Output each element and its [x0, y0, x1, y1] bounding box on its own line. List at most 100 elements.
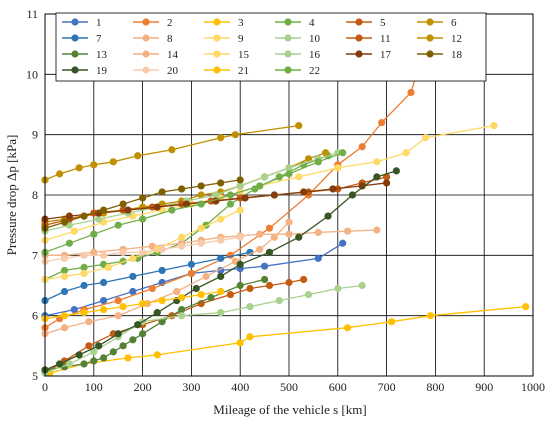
legend-item: 2	[133, 17, 173, 29]
series-3	[46, 303, 530, 377]
series-14-point	[285, 218, 293, 226]
series-20-point	[60, 254, 69, 262]
series-18-point	[60, 218, 69, 226]
series-13-point	[109, 348, 117, 356]
series-18-point	[119, 200, 127, 208]
series-5-point	[246, 284, 254, 293]
series-22-point	[285, 170, 293, 178]
legend-item: 8	[133, 33, 173, 45]
series-22-point	[197, 200, 205, 208]
series-9-line	[44, 124, 495, 241]
series-10-point	[285, 164, 293, 172]
series-21-point	[99, 306, 108, 314]
legend-label: 21	[238, 65, 249, 77]
series-13-point	[207, 293, 215, 302]
series-15-point	[197, 224, 205, 232]
series-21-line	[44, 290, 221, 320]
series-8-point	[90, 248, 98, 256]
y-tick-label: 11	[26, 7, 38, 21]
series-5-point	[85, 342, 93, 350]
series-8-line	[45, 229, 377, 256]
series-19-point	[114, 330, 122, 338]
series-9-point	[70, 227, 78, 235]
series-2-point	[378, 119, 386, 127]
series-10-point	[95, 215, 103, 223]
series-3-point	[246, 333, 254, 341]
series-7-point	[80, 281, 88, 290]
legend-swatch-marker	[213, 66, 221, 74]
legend-label: 20	[167, 65, 179, 77]
legend-swatch-marker	[284, 34, 292, 42]
series-20-point	[99, 251, 108, 259]
series-21-point	[197, 290, 205, 299]
x-axis-label: Mileage of the vehicle s [km]	[213, 402, 366, 417]
series-3-point	[124, 354, 132, 362]
series-18	[41, 176, 244, 232]
legend-label: 10	[309, 33, 321, 45]
legend-label: 3	[238, 17, 244, 29]
series-15-point	[217, 215, 225, 223]
series-6-line	[44, 152, 326, 223]
series-3-point	[236, 339, 244, 347]
legend-swatch-marker	[426, 34, 434, 42]
series-20-point	[158, 245, 166, 253]
series-16-point	[65, 360, 73, 368]
series-16-point	[217, 309, 225, 317]
series-7-point	[158, 266, 166, 275]
legend-label: 5	[380, 17, 386, 29]
series-4-point	[80, 263, 88, 271]
series-18-point	[236, 176, 244, 184]
series-16-point	[275, 296, 283, 305]
series-20-point	[178, 242, 186, 250]
x-tick-label: 200	[134, 380, 152, 394]
series-13-point	[139, 330, 147, 338]
legend-item: 3	[204, 17, 244, 29]
series-8-point	[343, 227, 352, 235]
legend-label: 6	[451, 17, 457, 29]
series-10-point	[212, 191, 220, 199]
y-tick-label: 5	[32, 369, 38, 383]
series-22-point	[226, 191, 235, 199]
series-15-point	[178, 233, 186, 241]
series-15-point	[80, 269, 88, 278]
legend-item: 5	[346, 17, 386, 29]
legend-item: 11	[346, 33, 391, 45]
series-12-point	[134, 152, 142, 160]
legend-swatch-marker	[142, 18, 150, 26]
series-8-point	[373, 226, 381, 234]
series-13-point	[119, 342, 127, 350]
series-16-point	[246, 303, 254, 311]
series-17-point	[153, 203, 161, 211]
legend-label: 13	[96, 49, 108, 61]
series-22-point	[168, 206, 176, 214]
legend-item: 7	[62, 33, 102, 45]
series-19-point	[153, 309, 161, 317]
series-8-point	[256, 230, 264, 238]
legend-label: 19	[96, 65, 108, 77]
legend-label: 9	[238, 33, 244, 45]
y-tick-label: 8	[32, 188, 38, 202]
series-5-point	[285, 278, 293, 287]
legend-item: 22	[275, 65, 320, 77]
legend-swatch-marker	[426, 50, 434, 58]
series-7-point	[129, 272, 137, 281]
series-13-point	[178, 306, 186, 314]
legend-swatch-marker	[71, 34, 79, 42]
series-18-point	[158, 188, 166, 196]
legend-swatch-marker	[284, 18, 292, 26]
series-13-point	[236, 281, 244, 290]
series-20-point	[197, 239, 205, 247]
series-22-point	[314, 158, 322, 166]
series-17-point	[329, 185, 337, 193]
x-tick-labels: 0 100 200 300 400 500 600 700 800 900 1000	[42, 380, 545, 394]
series-22-point	[65, 239, 73, 247]
series-3-point	[343, 324, 352, 332]
series-21-point	[178, 293, 186, 302]
legend-item: 13	[62, 49, 108, 61]
y-tick-label: 7	[32, 248, 38, 262]
series-10-point	[236, 182, 244, 190]
series-3-point	[426, 312, 435, 320]
legend-swatch-marker	[71, 50, 79, 58]
series-9-point	[490, 122, 498, 130]
legend-swatch-marker	[71, 66, 79, 74]
